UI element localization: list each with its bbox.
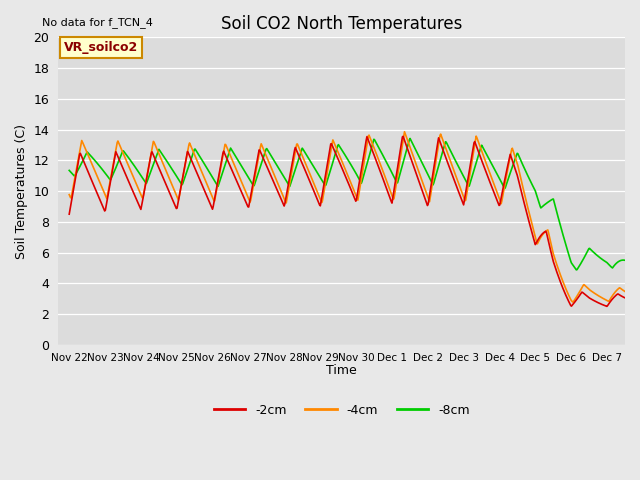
Title: Soil CO2 North Temperatures: Soil CO2 North Temperatures xyxy=(221,15,463,33)
Y-axis label: Soil Temperatures (C): Soil Temperatures (C) xyxy=(15,123,28,259)
Legend: -2cm, -4cm, -8cm: -2cm, -4cm, -8cm xyxy=(209,399,475,422)
Text: VR_soilco2: VR_soilco2 xyxy=(64,41,138,54)
Text: No data for f_TCN_4: No data for f_TCN_4 xyxy=(42,17,152,28)
X-axis label: Time: Time xyxy=(326,364,357,377)
